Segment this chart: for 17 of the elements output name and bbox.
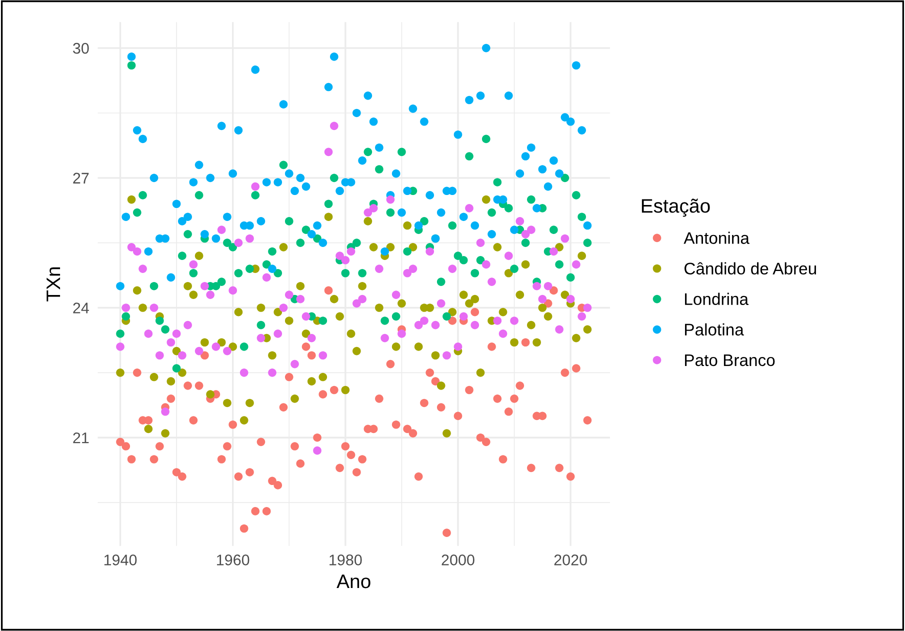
x-tick-label: 1960 bbox=[217, 554, 250, 566]
y-axis-title: TXn bbox=[46, 267, 60, 302]
x-axis-title: Ano bbox=[336, 574, 370, 588]
legend-label: Londrina bbox=[685, 292, 749, 306]
legend-label: Pato Branco bbox=[685, 354, 775, 366]
x-tick-label: 2000 bbox=[442, 554, 474, 566]
x-tick-label: 1980 bbox=[330, 554, 362, 566]
y-tick-label: 24 bbox=[73, 302, 89, 314]
y-tick-label: 27 bbox=[73, 172, 89, 184]
y-tick-label: 30 bbox=[72, 42, 89, 54]
x-tick-label: 2020 bbox=[554, 554, 587, 566]
y-tick-label: 21 bbox=[73, 432, 89, 444]
legend-title: Estação bbox=[642, 198, 710, 217]
legend-label: Cândido de Abreu bbox=[684, 262, 816, 274]
x-tick-label: 1940 bbox=[104, 554, 137, 566]
legend-label: Palotina bbox=[685, 323, 744, 336]
legend-label: Antonina bbox=[684, 232, 750, 244]
